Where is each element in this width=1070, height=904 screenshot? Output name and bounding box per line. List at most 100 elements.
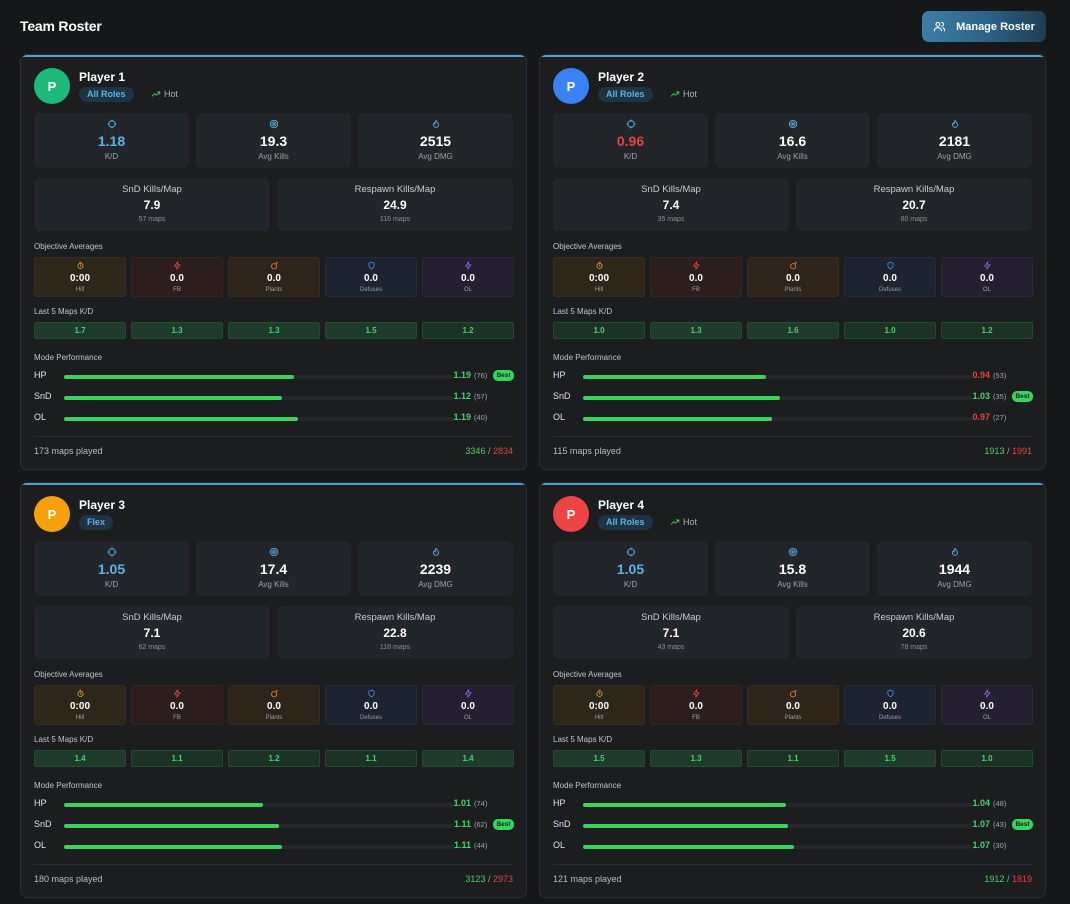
timer-icon xyxy=(77,261,83,269)
total-deaths: 1991 xyxy=(1011,446,1032,456)
flame-icon xyxy=(951,119,958,128)
objective-label: Hill xyxy=(594,287,604,293)
last5-kd: 1.0 xyxy=(844,322,936,339)
objective-value: 0.0 xyxy=(980,701,994,712)
objective-label: Defuses xyxy=(878,715,901,721)
objective-hill: 0:00 Hill xyxy=(553,685,645,725)
mode-kd: 0.97 xyxy=(972,412,990,422)
last5-kd: 1.1 xyxy=(131,750,223,767)
avatar: P xyxy=(34,496,70,532)
bomb-icon xyxy=(270,689,278,698)
kpm-title: SnD Kills/Map xyxy=(641,612,701,623)
objective-fb: 0.0 FB xyxy=(650,257,742,297)
kpm-title: SnD Kills/Map xyxy=(122,184,182,195)
objective-fb: 0.0 FB xyxy=(650,685,742,725)
mode-bar-fill xyxy=(64,375,295,379)
respawn-kills-per-map: Respawn Kills/Map 20.7 80 maps xyxy=(796,178,1032,231)
objective-value: 0.0 xyxy=(267,273,281,284)
trending-up-icon xyxy=(670,91,680,97)
zap-icon xyxy=(464,689,471,698)
last5-kd: 1.2 xyxy=(228,750,320,767)
stat-avg-kills: 17.4 Avg Kills xyxy=(196,541,351,596)
mode-name: OL xyxy=(34,840,47,850)
best-badge: Best xyxy=(1012,391,1033,402)
last5-kd: 1.4 xyxy=(34,750,126,767)
bomb-icon xyxy=(789,261,797,270)
objective-averages-label: Objective Averages xyxy=(34,670,103,679)
zap-icon xyxy=(692,261,699,270)
kpm-title: Respawn Kills/Map xyxy=(354,184,436,195)
mode-bar-fill xyxy=(64,803,263,807)
player-name: Player 1 xyxy=(79,70,126,84)
flame-icon xyxy=(432,119,439,128)
stat-avg-kills: 15.8 Avg Kills xyxy=(715,541,870,596)
mode-name: OL xyxy=(553,840,566,850)
bomb-icon xyxy=(270,261,278,270)
role-badge: Flex xyxy=(79,515,114,530)
mode-name: OL xyxy=(34,412,47,422)
crosshair-icon xyxy=(625,547,636,557)
last5-label: Last 5 Maps K/D xyxy=(34,307,94,316)
kpm-maps: 62 maps xyxy=(138,644,166,651)
mode-bar-fill xyxy=(583,845,794,849)
last5-label: Last 5 Maps K/D xyxy=(553,307,613,316)
stat-avg-kills: 19.3 Avg Kills xyxy=(196,113,351,168)
maps-played: 121 maps played xyxy=(553,874,622,884)
objective-label: Plants xyxy=(265,287,283,293)
objective-label: FB xyxy=(173,287,181,293)
player-card: P Player 2 All Roles Hot 0.96 K/D 16.6 Avg … xyxy=(539,54,1046,470)
mode-performance-label: Mode Performance xyxy=(553,353,622,362)
player-card: P Player 1 All Roles Hot 1.18 K/D 19.3 Avg … xyxy=(20,54,527,470)
objective-label: Plants xyxy=(784,715,802,721)
objective-label: FB xyxy=(173,715,181,721)
last5-kd: 1.3 xyxy=(131,322,223,339)
kpm-value: 7.4 xyxy=(662,198,680,212)
mode-name: SnD xyxy=(553,391,571,401)
mode-bar-fill xyxy=(583,375,767,379)
stat-label: K/D xyxy=(104,580,119,589)
stat-label: K/D xyxy=(623,152,638,161)
kpm-value: 24.9 xyxy=(383,198,407,212)
stat-value: 17.4 xyxy=(259,561,288,577)
kills-deaths: 1912 / 1819 xyxy=(984,874,1032,884)
mode-kd: 1.03 xyxy=(972,391,990,401)
snd-kills-per-map: SnD Kills/Map 7.1 43 maps xyxy=(553,606,789,659)
manage-roster-button[interactable]: Manage Roster xyxy=(922,11,1046,42)
kpm-value: 7.1 xyxy=(143,626,161,640)
target-icon xyxy=(269,547,278,557)
last5-kd: 1.3 xyxy=(650,322,742,339)
card-divider xyxy=(553,436,1032,437)
stat-label: Avg Kills xyxy=(777,152,808,161)
objective-value: 0.0 xyxy=(883,273,897,284)
stat-kd: 1.05 K/D xyxy=(553,541,708,596)
mode-bar-track xyxy=(64,417,454,421)
total-kills: 3346 xyxy=(465,446,486,456)
mode-row-snd: SnD 1.07 (43) Best xyxy=(553,818,1033,832)
kpm-title: Respawn Kills/Map xyxy=(873,612,955,623)
stat-label: Avg Kills xyxy=(258,152,289,161)
objective-ol: 0.0 OL xyxy=(422,257,514,297)
mode-bar-fill xyxy=(583,417,773,421)
flame-icon xyxy=(432,547,439,556)
objective-hill: 0:00 Hill xyxy=(34,257,126,297)
mode-performance-label: Mode Performance xyxy=(553,781,622,790)
role-badge: All Roles xyxy=(598,87,653,102)
objective-label: Defuses xyxy=(359,287,382,293)
mode-map-count: (35) xyxy=(993,392,1007,401)
mode-bar-track xyxy=(583,845,973,849)
kpm-maps: 78 maps xyxy=(900,644,928,651)
mode-bar-track xyxy=(583,375,973,379)
role-badge: All Roles xyxy=(79,87,134,102)
mode-bar-track xyxy=(64,845,454,849)
zap-icon xyxy=(173,689,180,698)
total-deaths: 2834 xyxy=(492,446,513,456)
hot-label: Hot xyxy=(683,517,698,527)
mode-kd: 1.19 xyxy=(453,370,471,380)
stat-value: 19.3 xyxy=(259,133,288,149)
stat-label: K/D xyxy=(104,152,119,161)
avatar: P xyxy=(553,496,589,532)
last5-kd: 1.6 xyxy=(747,322,839,339)
objective-hill: 0:00 Hill xyxy=(553,257,645,297)
stat-value: 1.05 xyxy=(97,561,126,577)
timer-icon xyxy=(77,689,83,697)
